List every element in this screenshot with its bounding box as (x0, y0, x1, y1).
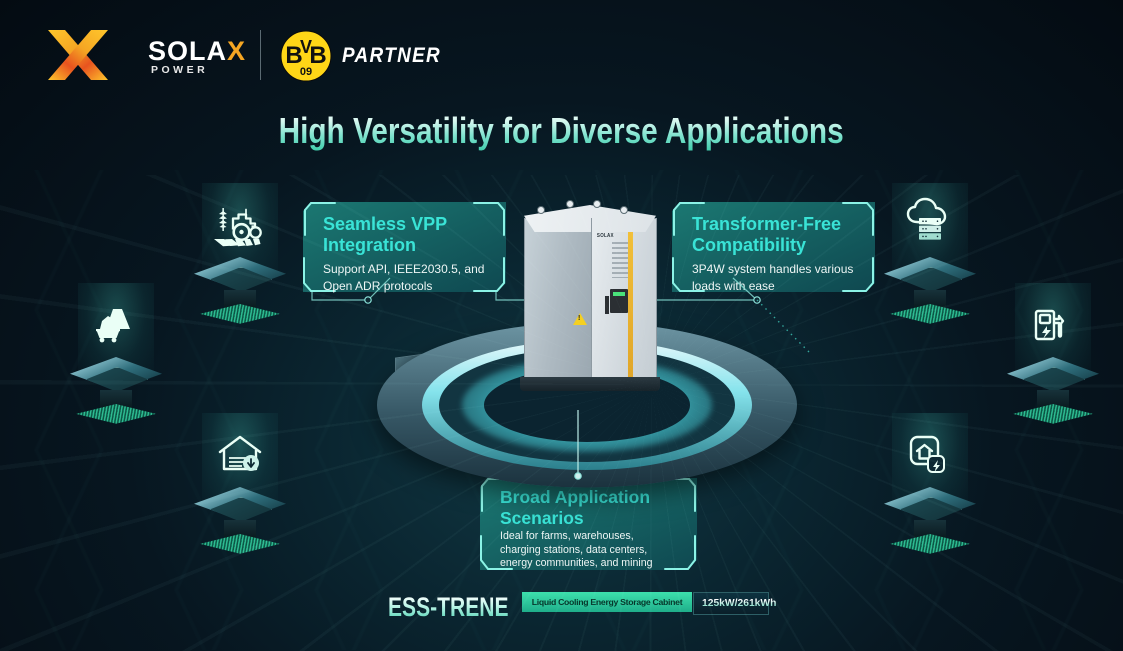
svg-text:09: 09 (300, 66, 312, 78)
svg-text:V: V (300, 37, 312, 57)
